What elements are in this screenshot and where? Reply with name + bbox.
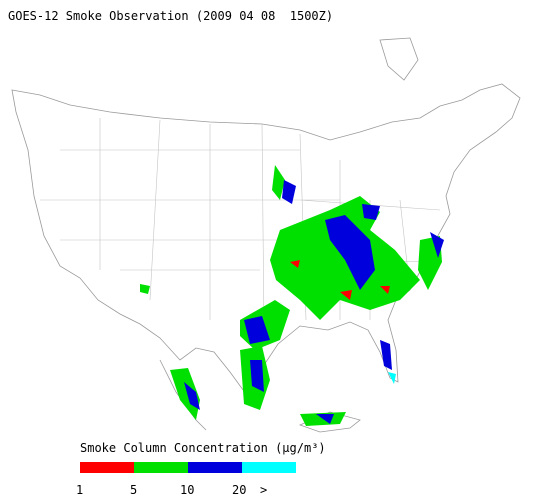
smoke-patch <box>282 180 296 204</box>
smoke-patch <box>140 284 150 294</box>
colorbar-tick-label: 5 <box>130 483 137 497</box>
colorbar-tick-label: > <box>260 483 267 497</box>
smoke-areas <box>140 165 444 426</box>
smoke-patch <box>290 260 300 268</box>
smoke-patch <box>380 286 390 294</box>
colorbar-segment <box>242 462 296 473</box>
smoke-patch <box>325 215 375 290</box>
colorbar-segment <box>188 462 242 473</box>
smoke-patch <box>380 340 392 370</box>
colorbar-tick-label: 10 <box>180 483 194 497</box>
smoke-patch <box>244 316 270 344</box>
colorbar-segment <box>80 462 134 473</box>
smoke-patch <box>184 382 200 410</box>
smoke-patch <box>272 165 285 200</box>
colorbar-tick-label: 1 <box>76 483 83 497</box>
colorbar-tick-label: 20 <box>232 483 246 497</box>
smoke-patch <box>430 232 444 258</box>
colorbar: 1 5 10 20 > <box>76 462 296 497</box>
smoke-patch <box>340 290 352 300</box>
colorbar-label: Smoke Column Concentration (μg/m³) <box>80 441 326 455</box>
colorbar-segment <box>134 462 188 473</box>
smoke-patch <box>362 204 380 220</box>
map-title: GOES-12 Smoke Observation (2009 04 08 15… <box>8 9 333 23</box>
smoke-patch <box>250 360 264 392</box>
smoke-patch <box>388 372 396 384</box>
smoke-patch <box>316 414 334 424</box>
smoke-patch <box>170 368 200 420</box>
